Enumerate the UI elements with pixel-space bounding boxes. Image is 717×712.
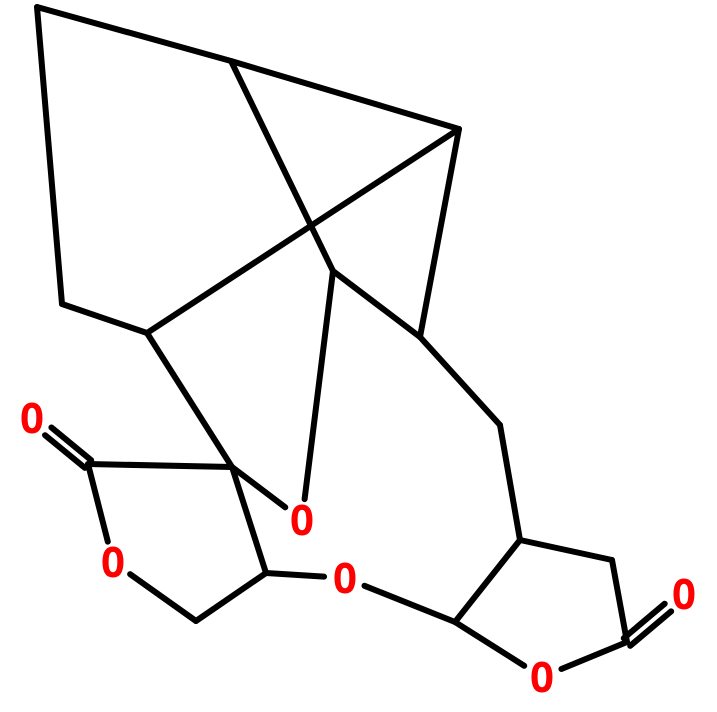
bond <box>452 619 528 669</box>
bond <box>452 537 523 625</box>
bond <box>301 268 336 503</box>
bond <box>144 126 462 336</box>
bond <box>330 268 423 340</box>
bond <box>609 557 630 645</box>
bond <box>517 537 615 563</box>
bond <box>85 461 111 545</box>
oxygen-atom-label: O <box>672 571 697 619</box>
bond <box>417 334 503 428</box>
bond <box>228 58 462 132</box>
double-bond <box>48 424 95 464</box>
bond <box>193 570 269 624</box>
double-bond <box>620 600 668 642</box>
bond <box>228 58 336 274</box>
bond <box>229 464 269 576</box>
bond <box>127 571 199 624</box>
bond <box>263 570 328 580</box>
bond <box>144 330 235 470</box>
bond <box>497 422 523 543</box>
bond <box>229 464 289 511</box>
oxygen-atom-label: O <box>530 654 555 702</box>
bond <box>59 301 150 336</box>
oxygen-atom-label: O <box>290 497 315 545</box>
double-bond <box>42 432 88 471</box>
bond <box>417 126 462 340</box>
double-bond <box>627 608 675 649</box>
oxygen-atom-label: O <box>101 539 126 587</box>
bond <box>361 582 458 625</box>
oxygen-atom-label: O <box>333 555 358 603</box>
bond <box>34 4 234 64</box>
bond <box>85 461 235 470</box>
bond <box>34 4 65 307</box>
bond <box>558 639 630 673</box>
oxygen-atom-label: O <box>20 395 45 443</box>
